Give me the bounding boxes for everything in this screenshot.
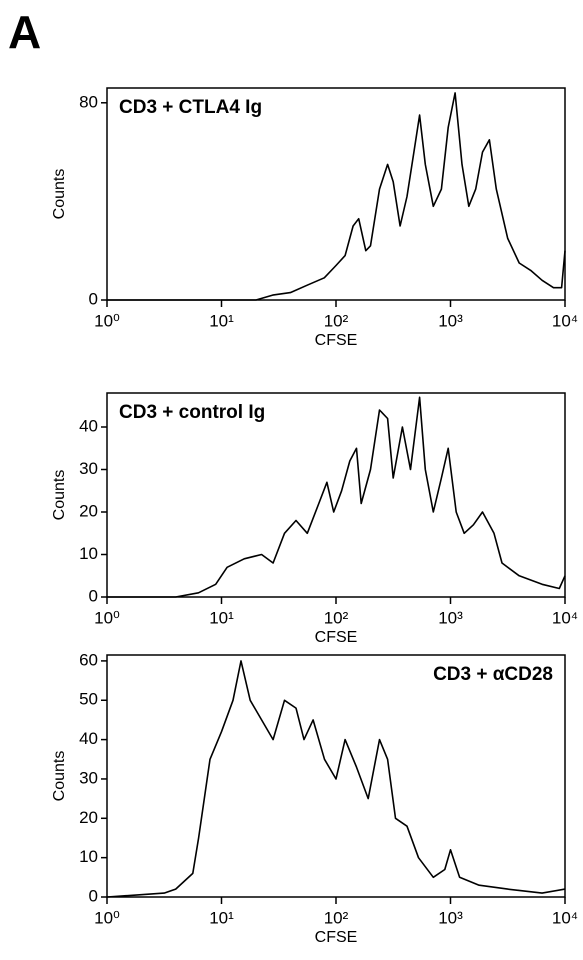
annotation: CD3 + control Ig <box>119 402 265 423</box>
x-tick-label: 10¹ <box>209 908 234 927</box>
x-tick-label: 10⁰ <box>94 908 120 927</box>
x-tick-label: 10⁴ <box>552 608 578 627</box>
y-tick-label: 30 <box>79 459 98 478</box>
x-tick-label: 10⁴ <box>552 908 578 927</box>
x-axis-label: CFSE <box>315 929 358 946</box>
x-tick-label: 10¹ <box>209 311 234 330</box>
x-tick-label: 10² <box>324 311 349 330</box>
panel-label: A <box>8 6 41 58</box>
y-tick-label: 60 <box>79 650 98 669</box>
y-tick-label: 40 <box>79 729 98 748</box>
x-tick-label: 10¹ <box>209 608 234 627</box>
histogram-line <box>107 396 566 598</box>
y-tick-label: 0 <box>89 289 98 308</box>
x-tick-label: 10² <box>324 908 349 927</box>
y-tick-label: 80 <box>79 92 98 111</box>
y-axis-label: Counts <box>51 470 68 521</box>
y-tick-label: 0 <box>89 586 98 605</box>
annotation: CD3 + αCD28 <box>433 664 553 685</box>
y-tick-label: 40 <box>79 416 98 435</box>
x-tick-label: 10⁴ <box>552 311 578 330</box>
x-axis-label: CFSE <box>315 629 358 646</box>
y-axis-label: Counts <box>51 751 68 802</box>
x-tick-label: 10⁰ <box>94 608 120 627</box>
y-tick-label: 10 <box>79 544 98 563</box>
y-tick-label: 10 <box>79 847 98 866</box>
x-tick-label: 10² <box>324 608 349 627</box>
y-axis-label: Counts <box>51 169 68 220</box>
y-tick-label: 0 <box>89 886 98 905</box>
plot-frame <box>106 392 566 598</box>
plot-frame <box>106 87 566 301</box>
histogram-line <box>107 92 566 301</box>
x-tick-label: 10³ <box>438 908 463 927</box>
x-tick-label: 10³ <box>438 311 463 330</box>
x-tick-label: 10³ <box>438 608 463 627</box>
y-tick-label: 30 <box>79 768 98 787</box>
y-tick-label: 20 <box>79 501 98 520</box>
histogram-line <box>106 660 566 898</box>
y-tick-label: 20 <box>79 808 98 827</box>
x-tick-label: 10⁰ <box>94 311 120 330</box>
y-tick-label: 50 <box>79 690 98 709</box>
x-axis-label: CFSE <box>315 332 358 349</box>
annotation: CD3 + CTLA4 Ig <box>119 97 262 118</box>
